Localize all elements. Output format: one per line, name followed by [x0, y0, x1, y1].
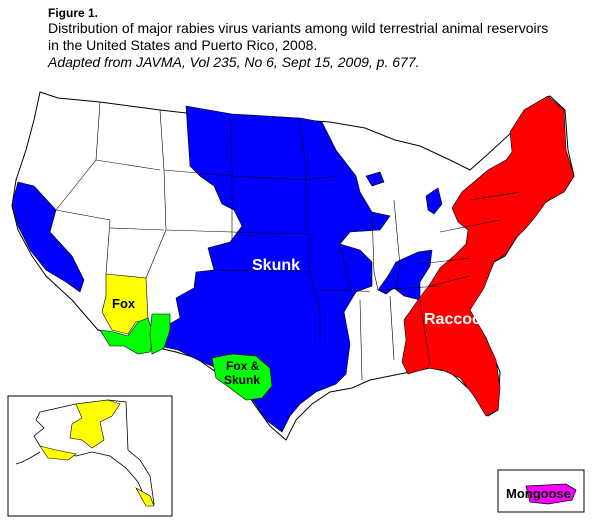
state-borders — [55, 101, 521, 381]
region-raccoon-east — [401, 95, 575, 417]
region-fox-skunk-newmexico — [149, 313, 171, 355]
region-skunk-ohio-patch — [425, 187, 443, 215]
region-fox-arizona — [101, 273, 149, 335]
region-fox-alaska-north — [69, 399, 121, 449]
label-raccoon: Raccoon — [424, 311, 492, 328]
label-fox-skunk-line2: Skunk — [224, 373, 260, 387]
label-mongoose: Mongoose — [506, 486, 571, 501]
region-mongoose-puerto-rico — [525, 483, 577, 505]
label-fox: Fox — [112, 296, 136, 311]
alaska-outline — [33, 399, 155, 505]
figure-label: Figure 1. — [48, 6, 99, 20]
region-skunk-michigan-patch — [365, 171, 385, 187]
caption-description-line2: in the United States and Puerto Rico, 20… — [48, 37, 318, 53]
region-skunk-central — [159, 105, 391, 433]
caption-description-line1: Distribution of major rabies virus varia… — [48, 20, 549, 36]
region-fox-alaska-west — [39, 445, 77, 461]
region-fox-skunk-texas — [211, 353, 273, 401]
region-fox-alaska-southeast — [135, 487, 155, 507]
caption-source: Adapted from JAVMA, Vol 235, No 6, Sept … — [48, 54, 420, 70]
label-skunk: Skunk — [252, 257, 300, 274]
alaska-aleutian-islands — [15, 451, 41, 465]
label-fox-skunk-line1: Fox & — [226, 359, 260, 373]
figure-caption: Figure 1. Distribution of major rabies v… — [48, 6, 588, 71]
